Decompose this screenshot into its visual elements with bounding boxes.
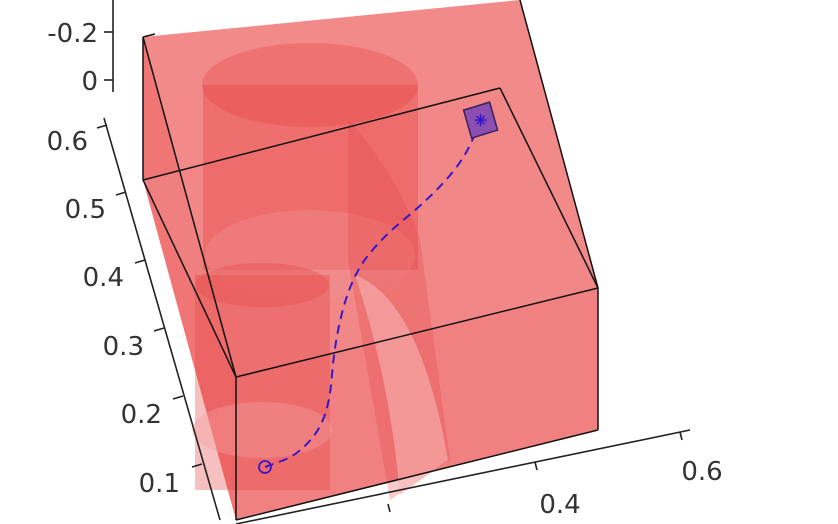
- bottom-tick-label: 0.6: [681, 457, 722, 487]
- edge-right-upper: [519, 0, 599, 289]
- goal-star: [474, 114, 487, 127]
- bottom-axis-tick: [679, 431, 683, 441]
- cylinder-1-top: [202, 43, 418, 127]
- top-tick-label: 0: [81, 67, 98, 97]
- left-axis-tick: [134, 259, 146, 264]
- cylinder-2-top: [195, 263, 329, 307]
- left-axis-tick: [172, 395, 184, 400]
- left-tick-label: 0.6: [47, 127, 88, 157]
- workspace-box: [143, 0, 598, 520]
- edge-mid: [142, 87, 501, 181]
- box-edges: [142, 0, 599, 521]
- left-axis-tick: [96, 124, 108, 129]
- box-mid-face: [143, 88, 598, 377]
- tick-labels: -0.2 0 0.6 0.5 0.4 0.3 0.2 0.1 0.4 0.6: [47, 19, 723, 520]
- cylinder-2-bottom: [192, 402, 332, 458]
- trajectory-layer: [258, 101, 499, 474]
- cylinder-obstacles: [192, 43, 450, 500]
- edge-top-stub: [142, 33, 156, 38]
- bottom-tick-label: 0.4: [539, 490, 580, 520]
- edge-front-bottom: [235, 429, 599, 521]
- cylinder-1-bottom: [205, 210, 415, 300]
- left-tick-label: 0.4: [83, 263, 124, 293]
- left-tick-label: 0.5: [65, 195, 106, 225]
- left-tick-label: 0.3: [103, 332, 144, 362]
- left-axis-line: [103, 117, 221, 521]
- edge-left: [142, 37, 237, 520]
- left-tick-label: 0.2: [121, 400, 162, 430]
- bottom-axis-tick: [534, 461, 538, 471]
- left-axis-tick: [153, 327, 165, 332]
- bottom-axis-line: [235, 429, 691, 524]
- left-axis-tick: [115, 191, 127, 196]
- start-marker: [258, 460, 272, 474]
- edge-mid-right: [499, 87, 599, 289]
- left-axis-tick: [191, 463, 203, 468]
- edge-left-diag: [142, 36, 237, 378]
- cylinder-3-highlight: [355, 275, 448, 495]
- trajectory-line: [264, 123, 481, 468]
- edge-front-top: [235, 287, 599, 378]
- top-tick-label: -0.2: [47, 19, 98, 49]
- goal-marker: [462, 101, 499, 140]
- left-tick-label: 0.1: [139, 469, 180, 499]
- bottom-axis-tick: [387, 503, 391, 513]
- axes: [96, 0, 691, 524]
